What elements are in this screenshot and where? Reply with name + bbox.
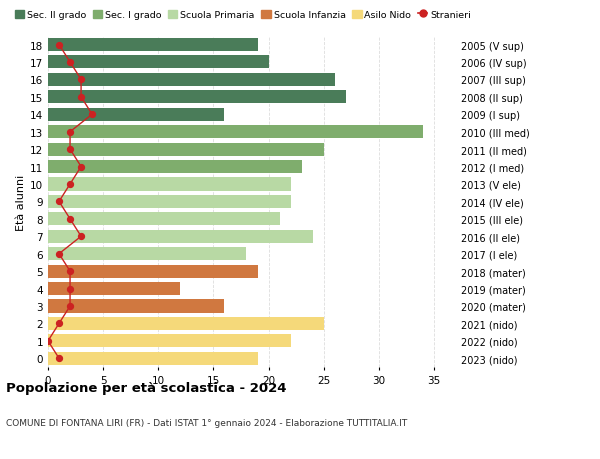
- Point: [43, 337, 53, 345]
- Point: [54, 355, 64, 362]
- Bar: [48, 74, 335, 87]
- Bar: [48, 91, 346, 104]
- Point: [65, 268, 75, 275]
- Point: [76, 233, 86, 241]
- Bar: [48, 196, 290, 208]
- Bar: [48, 282, 181, 296]
- Bar: [48, 161, 302, 174]
- Y-axis label: Età alunni: Età alunni: [16, 174, 26, 230]
- Point: [76, 163, 86, 171]
- Point: [76, 94, 86, 101]
- Point: [76, 77, 86, 84]
- Bar: [48, 178, 290, 191]
- Point: [65, 302, 75, 310]
- Bar: [48, 300, 224, 313]
- Bar: [48, 247, 247, 261]
- Point: [54, 320, 64, 327]
- Bar: [48, 39, 257, 52]
- Text: COMUNE DI FONTANA LIRI (FR) - Dati ISTAT 1° gennaio 2024 - Elaborazione TUTTITAL: COMUNE DI FONTANA LIRI (FR) - Dati ISTAT…: [6, 418, 407, 427]
- Text: Popolazione per età scolastica - 2024: Popolazione per età scolastica - 2024: [6, 381, 287, 394]
- Point: [65, 129, 75, 136]
- Bar: [48, 143, 323, 157]
- Bar: [48, 230, 313, 243]
- Bar: [48, 108, 224, 122]
- Bar: [48, 126, 423, 139]
- Bar: [48, 317, 323, 330]
- Bar: [48, 352, 257, 365]
- Point: [65, 285, 75, 292]
- Point: [65, 181, 75, 188]
- Bar: [48, 335, 290, 347]
- Point: [65, 59, 75, 67]
- Point: [65, 146, 75, 153]
- Point: [65, 216, 75, 223]
- Legend: Sec. II grado, Sec. I grado, Scuola Primaria, Scuola Infanzia, Asilo Nido, Stran: Sec. II grado, Sec. I grado, Scuola Prim…: [11, 7, 475, 24]
- Point: [54, 42, 64, 49]
- Bar: [48, 56, 269, 69]
- Point: [54, 198, 64, 206]
- Bar: [48, 265, 257, 278]
- Point: [88, 112, 97, 119]
- Bar: [48, 213, 280, 226]
- Point: [54, 251, 64, 258]
